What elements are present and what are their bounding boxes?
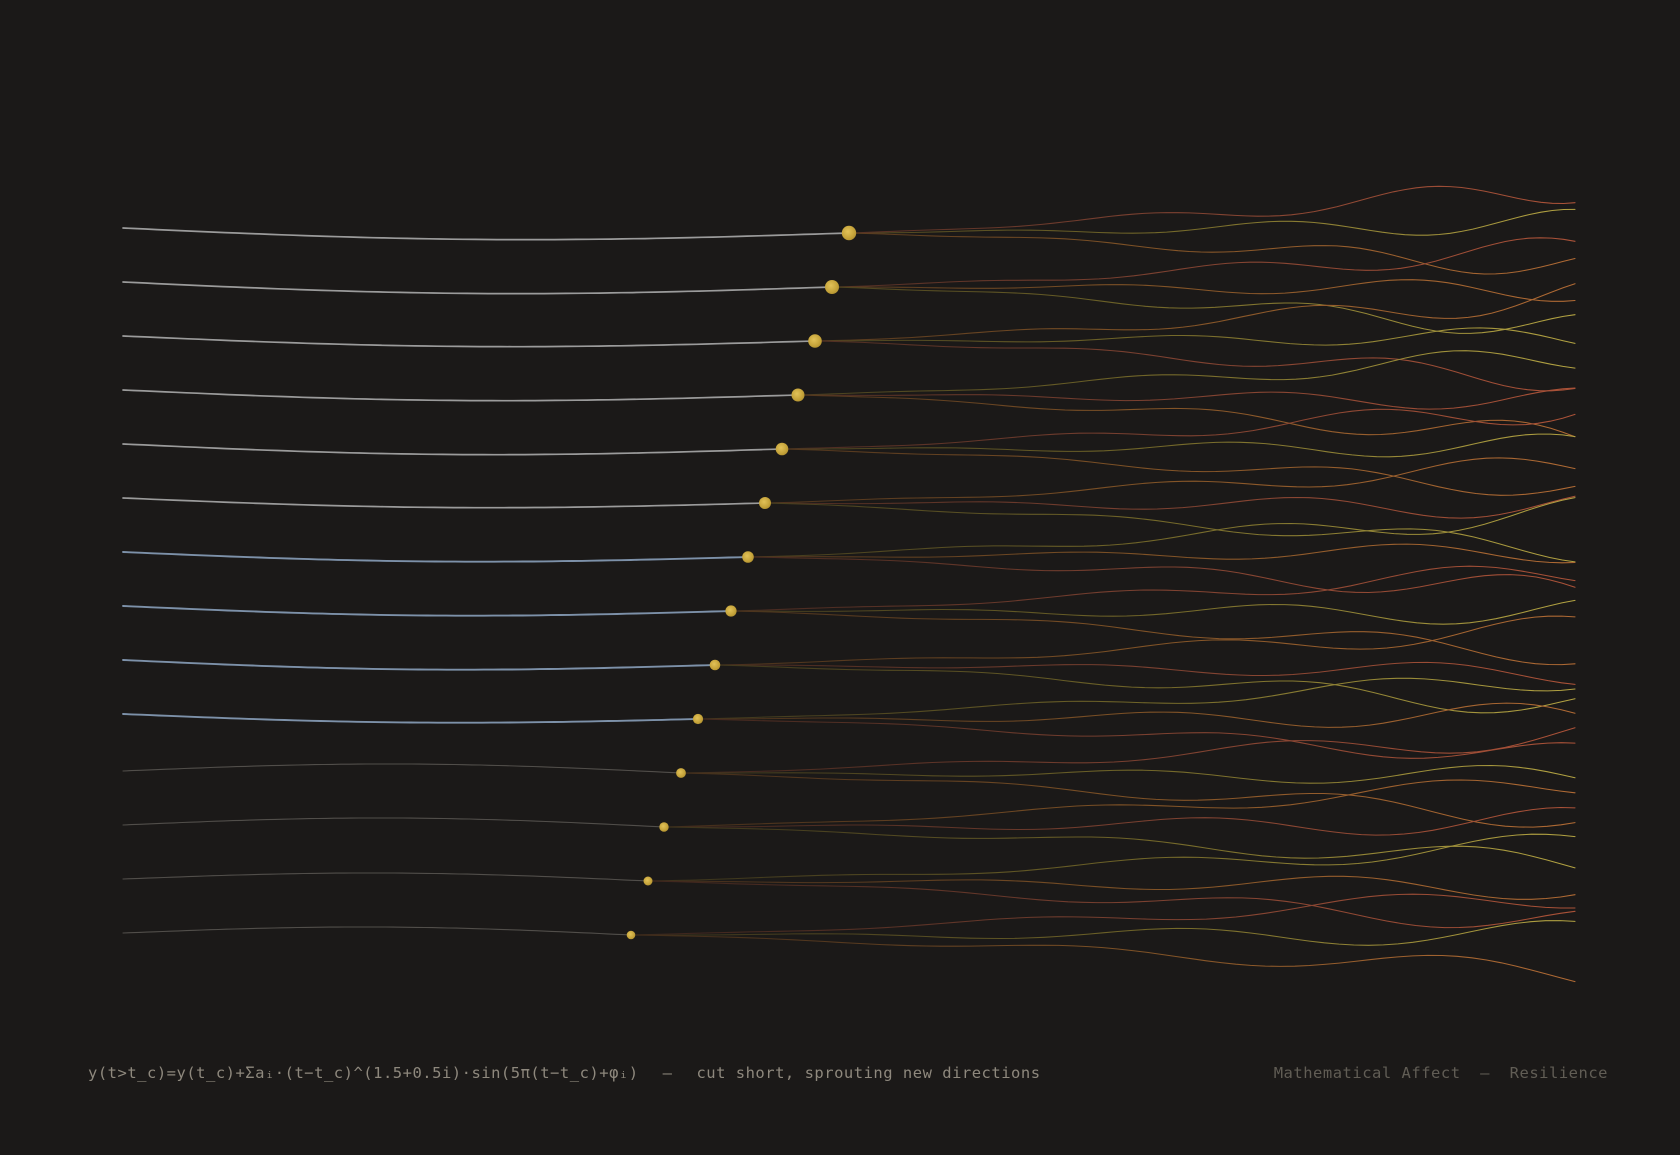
pre-cut-line-0 <box>122 227 850 241</box>
sprout-branch-13-1 <box>630 920 1576 946</box>
sprout-branch-2-2 <box>814 340 1576 392</box>
pre-cut-line-3 <box>122 389 799 402</box>
flow-line-row-12 <box>122 833 1576 929</box>
cut-point-dot-11 <box>659 822 669 832</box>
cut-point-dot-6 <box>742 551 754 563</box>
flow-line-row-9 <box>122 677 1576 759</box>
sprout-branch-7-1 <box>730 599 1576 625</box>
sprout-branch-10-1 <box>680 764 1576 784</box>
pre-cut-line-10 <box>122 763 682 774</box>
sprout-branch-11-1 <box>663 806 1576 836</box>
cut-point-dot-5 <box>759 497 771 509</box>
flow-line-row-13 <box>122 893 1576 983</box>
pre-cut-line-11 <box>122 817 665 828</box>
sprout-branch-13-0 <box>630 893 1576 936</box>
sprout-branch-8-0 <box>714 615 1576 666</box>
flow-line-row-8 <box>122 615 1576 714</box>
sprout-branch-9-0 <box>697 677 1576 720</box>
sprout-branch-1-2 <box>831 286 1576 334</box>
flow-line-row-11 <box>122 779 1576 869</box>
sprout-branch-9-2 <box>697 718 1576 759</box>
cut-point-dot-7 <box>725 605 737 617</box>
sprout-branch-4-0 <box>781 408 1576 450</box>
cut-point-dot-1 <box>825 280 839 294</box>
pre-cut-line-12 <box>122 872 649 882</box>
flow-line-row-5 <box>122 457 1576 563</box>
cut-point-dot-10 <box>676 768 686 778</box>
flow-line-row-7 <box>122 565 1576 666</box>
flow-line-row-3 <box>122 350 1576 438</box>
pre-cut-line-9 <box>122 713 699 724</box>
sprout-branch-5-2 <box>764 502 1576 563</box>
sprout-branch-0-1 <box>848 185 1576 234</box>
cut-point-dot-2 <box>808 334 822 348</box>
cut-point-dot-8 <box>709 659 721 671</box>
sprout-branch-7-0 <box>730 565 1576 612</box>
sprout-branch-11-2 <box>663 826 1576 869</box>
flow-line-row-4 <box>122 408 1576 496</box>
cut-point-dot-3 <box>791 388 805 402</box>
pre-cut-line-2 <box>122 335 816 348</box>
sprout-branch-3-1 <box>797 387 1576 410</box>
sprout-branch-13-2 <box>630 934 1576 983</box>
sprout-branch-5-1 <box>764 495 1576 519</box>
pre-cut-line-4 <box>122 443 783 456</box>
pre-cut-line-1 <box>122 281 833 295</box>
sprout-branch-6-0 <box>747 497 1576 558</box>
sprout-branch-3-0 <box>797 350 1576 396</box>
pre-cut-line-8 <box>122 659 716 671</box>
sprout-branch-0-0 <box>848 208 1576 236</box>
flow-line-row-2 <box>122 283 1576 392</box>
sprout-branch-3-2 <box>797 394 1576 438</box>
pre-cut-line-7 <box>122 605 732 617</box>
sprout-branch-9-1 <box>697 702 1576 728</box>
sprout-branch-6-1 <box>747 543 1576 564</box>
flow-line-row-10 <box>122 727 1576 828</box>
pre-cut-line-5 <box>122 497 766 509</box>
cut-point-dot-4 <box>775 442 789 456</box>
sprout-branch-8-2 <box>714 664 1576 714</box>
sprout-branch-2-0 <box>814 283 1576 342</box>
sprout-branch-10-0 <box>680 727 1576 774</box>
sprout-branch-1-1 <box>831 279 1576 302</box>
cut-point-dot-0 <box>841 225 857 241</box>
sprout-branch-12-1 <box>647 875 1576 900</box>
sprout-branch-5-0 <box>764 457 1576 504</box>
sprout-branch-7-2 <box>730 610 1576 666</box>
cut-point-dot-9 <box>692 713 704 725</box>
sprout-branch-1-0 <box>831 237 1576 288</box>
flow-line-row-6 <box>122 497 1576 594</box>
sprout-branch-0-2 <box>848 232 1576 275</box>
pre-cut-line-6 <box>122 551 749 563</box>
pre-cut-line-13 <box>122 926 632 936</box>
sprout-branch-6-2 <box>747 556 1576 594</box>
sprout-branch-12-0 <box>647 833 1576 882</box>
flow-line-row-1 <box>122 237 1576 334</box>
sprout-branch-8-1 <box>714 661 1576 685</box>
sprout-branch-11-0 <box>663 779 1576 828</box>
sprout-branch-10-2 <box>680 772 1576 828</box>
cut-point-dot-13 <box>626 930 636 940</box>
sprout-branch-4-2 <box>781 448 1576 496</box>
cut-point-dot-12 <box>643 876 653 886</box>
sprout-branch-2-1 <box>814 327 1576 346</box>
flow-line-row-0 <box>122 185 1576 275</box>
sprout-branch-12-2 <box>647 880 1576 929</box>
sprout-branch-4-1 <box>781 433 1576 458</box>
